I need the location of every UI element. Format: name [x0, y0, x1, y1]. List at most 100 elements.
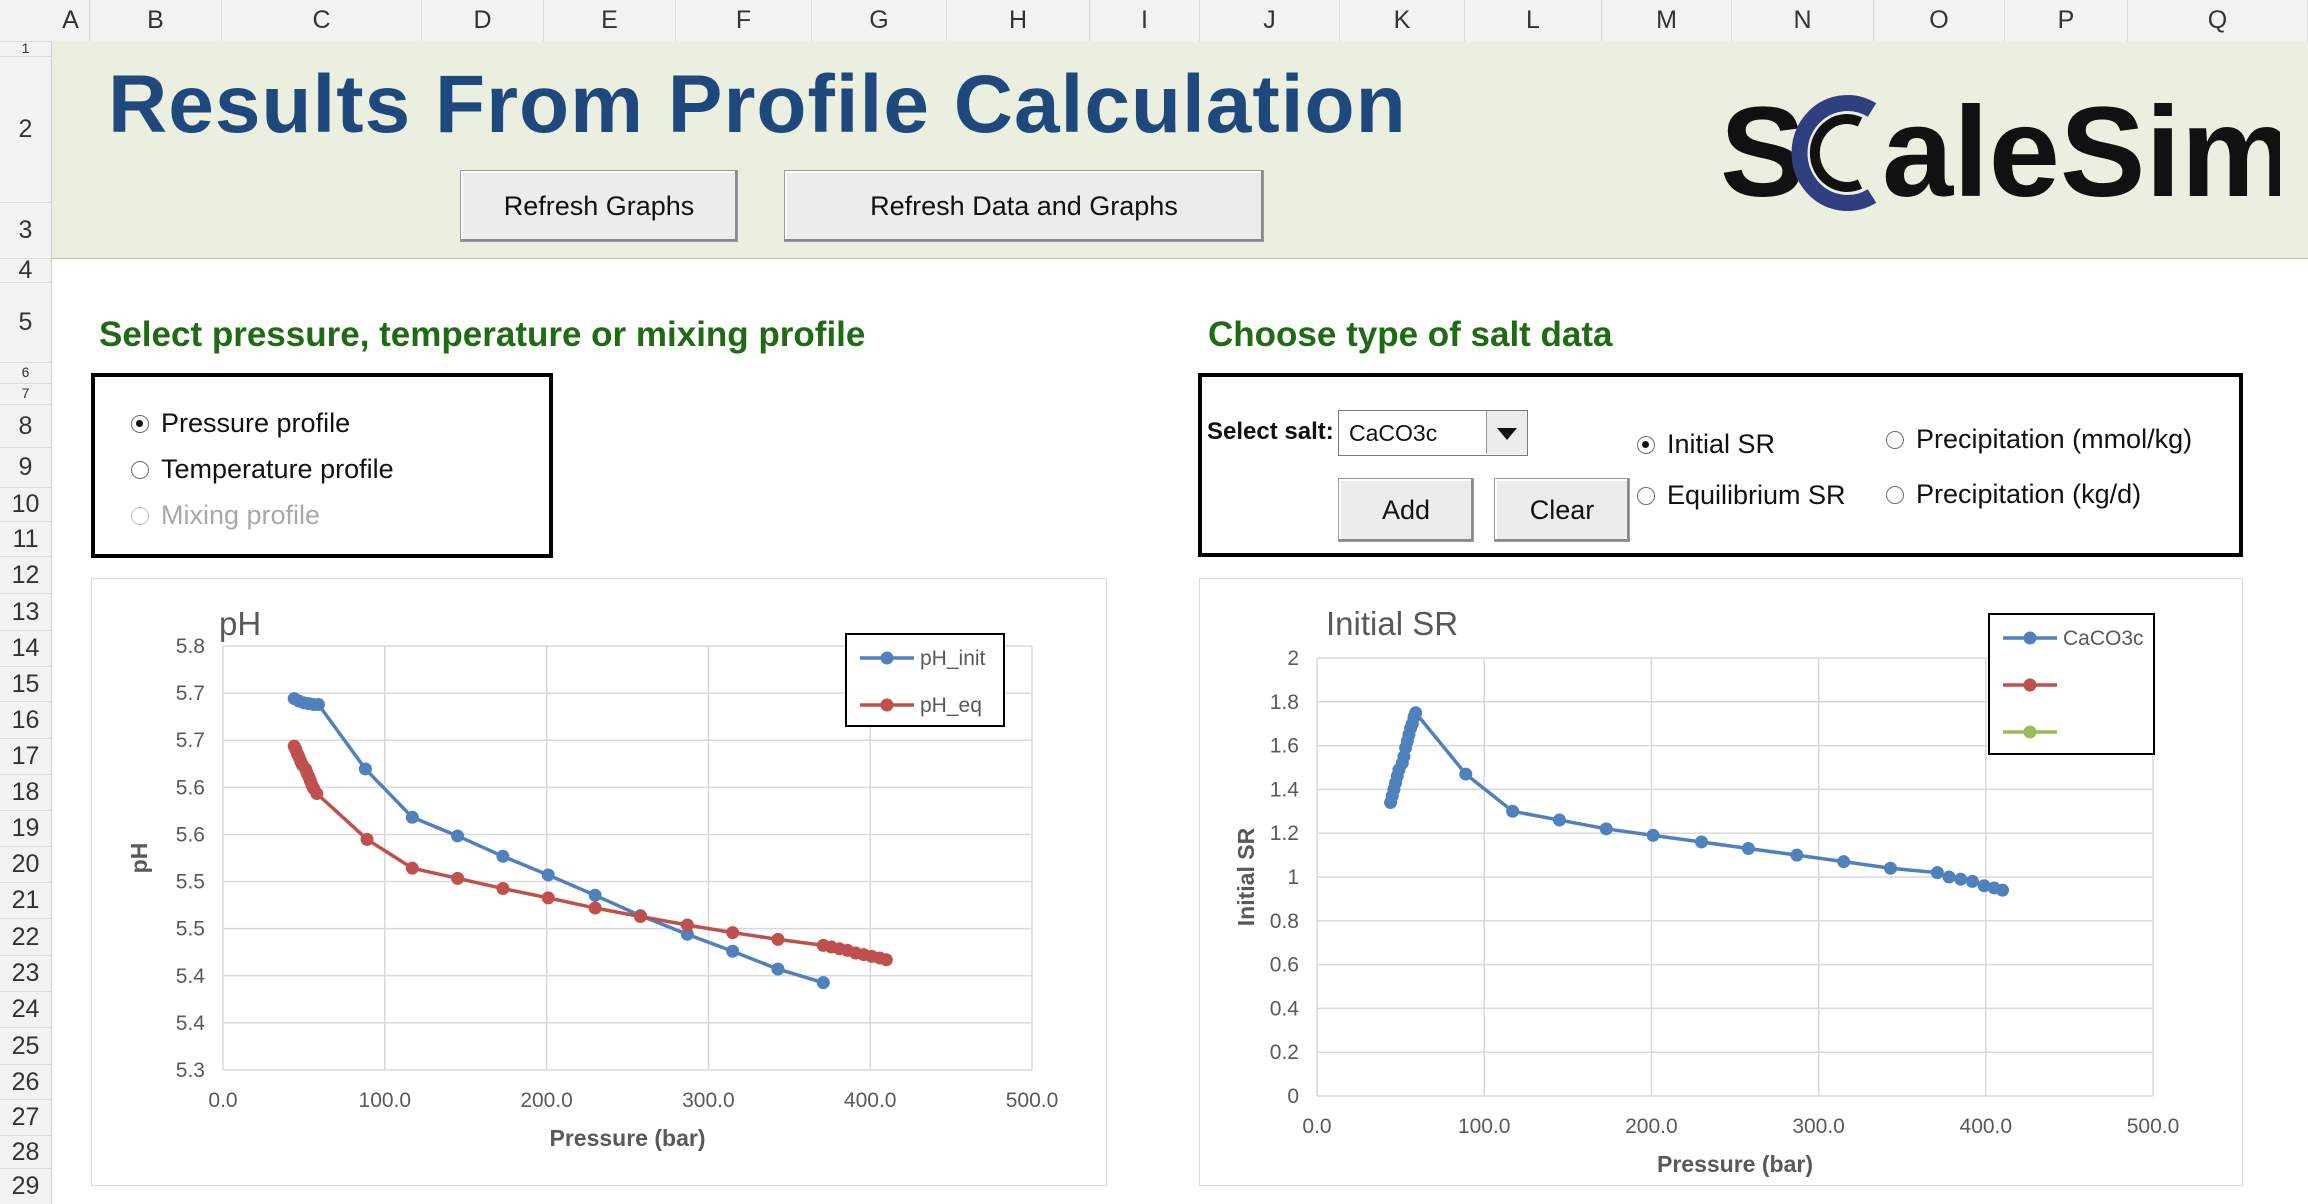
row-header-15[interactable]: 15	[11, 669, 40, 698]
legend-marker	[880, 651, 894, 665]
column-header-c[interactable]: C	[222, 0, 422, 41]
radio-button[interactable]	[131, 414, 149, 433]
x-axis-label: Pressure (bar)	[550, 1125, 706, 1151]
refresh-data-and-graphs-button[interactable]: Refresh Data and Graphs	[784, 170, 1264, 242]
data-point	[310, 787, 324, 801]
x-tick-label: 0.0	[1302, 1115, 1331, 1138]
row-header-23[interactable]: 23	[11, 959, 40, 987]
row-header-6[interactable]: 6	[21, 364, 30, 380]
row-header-26[interactable]: 26	[11, 1067, 40, 1096]
column-header-n[interactable]: N	[1732, 0, 1874, 41]
data-point	[1599, 822, 1613, 836]
data-point	[541, 891, 555, 905]
column-header-i[interactable]: I	[1090, 0, 1200, 41]
column-header-d[interactable]: D	[422, 0, 544, 41]
salt-select-dropdown[interactable]: CaCO3c	[1338, 410, 1528, 456]
column-header-f[interactable]: F	[676, 0, 812, 41]
row-header-24[interactable]: 24	[11, 995, 40, 1023]
precipitation-kgd-option[interactable]: Precipitation (kg/d)	[1886, 479, 2141, 510]
row-header-7[interactable]: 7	[21, 385, 30, 401]
x-axis-label: Pressure (bar)	[1657, 1151, 1813, 1177]
scalesim-logo: S aleSim	[1720, 81, 2280, 218]
row-divider	[0, 846, 51, 847]
row-divider	[0, 1168, 51, 1169]
radio-button[interactable]	[1886, 485, 1904, 504]
row-header-10[interactable]: 10	[11, 490, 40, 518]
row-header-3[interactable]: 3	[18, 216, 33, 244]
row-divider	[0, 701, 51, 702]
row-header-28[interactable]: 28	[11, 1137, 40, 1166]
ph-chart: 0.0 100.0 200.0 300.0 400.0 500.0 5.3 5.4 5.4 5.5…	[126, 605, 1058, 1151]
refresh-graphs-button[interactable]: Refresh Graphs	[460, 170, 738, 242]
column-header-h[interactable]: H	[947, 0, 1090, 41]
row-header-13[interactable]: 13	[11, 597, 40, 626]
y-axis-label: Initial SR	[1233, 827, 1259, 926]
precipitation-mmol-option[interactable]: Precipitation (mmol/kg)	[1886, 424, 2192, 455]
data-point	[496, 882, 510, 896]
row-header-27[interactable]: 27	[11, 1103, 40, 1131]
radio-button[interactable]	[1637, 486, 1655, 505]
row-divider	[0, 738, 51, 739]
salt-select-value: CaCO3c	[1349, 420, 1438, 446]
add-salt-button[interactable]: Add	[1338, 478, 1474, 542]
y-tick-label: 1	[1287, 866, 1299, 889]
row-header-25[interactable]: 25	[11, 1031, 40, 1060]
row-header-8[interactable]: 8	[18, 411, 33, 440]
x-tick-label: 300.0	[682, 1089, 735, 1112]
clear-salt-button[interactable]: Clear	[1494, 478, 1630, 542]
row-header-29[interactable]: 29	[11, 1172, 40, 1200]
column-header-b[interactable]: B	[90, 0, 222, 41]
temperature-profile-option[interactable]: Temperature profile	[131, 454, 394, 485]
row-header-9[interactable]: 9	[18, 453, 33, 481]
legend-box	[845, 633, 1005, 727]
row-header-18[interactable]: 18	[11, 778, 40, 806]
column-header-g[interactable]: G	[812, 0, 947, 41]
row-header-22[interactable]: 22	[11, 922, 40, 951]
row-header-20[interactable]: 20	[11, 850, 40, 878]
data-point	[496, 849, 510, 863]
row-divider	[0, 918, 51, 919]
row-header-12[interactable]: 12	[11, 560, 40, 589]
row-header-14[interactable]: 14	[11, 634, 40, 662]
data-point	[1954, 872, 1968, 886]
data-point	[311, 698, 325, 712]
initial-sr-option[interactable]: Initial SR	[1637, 429, 1775, 460]
column-header-p[interactable]: P	[2005, 0, 2128, 41]
radio-button[interactable]	[1886, 430, 1904, 449]
row-divider	[0, 1064, 51, 1065]
column-header-k[interactable]: K	[1340, 0, 1465, 41]
dropdown-button[interactable]	[1486, 411, 1527, 454]
row-divider	[0, 282, 51, 283]
equilibrium-sr-option[interactable]: Equilibrium SR	[1637, 480, 1846, 511]
row-header-19[interactable]: 19	[11, 814, 40, 842]
logo-letter-s: S	[1720, 81, 1805, 218]
column-header-q[interactable]: Q	[2128, 0, 2308, 41]
column-header-j[interactable]: J	[1200, 0, 1340, 41]
y-tick-label: 1.2	[1270, 822, 1299, 845]
row-header-2[interactable]: 2	[18, 115, 33, 143]
row-header-11[interactable]: 11	[12, 524, 39, 553]
radio-button[interactable]	[1637, 435, 1655, 454]
row-divider	[0, 810, 51, 811]
row-divider	[0, 882, 51, 883]
column-header-l[interactable]: L	[1465, 0, 1602, 41]
row-divider	[0, 955, 51, 956]
row-header-16[interactable]: 16	[11, 705, 40, 734]
row-header-1[interactable]: 1	[21, 41, 30, 56]
column-header-e[interactable]: E	[544, 0, 676, 41]
legend-marker	[880, 698, 894, 712]
profile-section-title: Select pressure, temperature or mixing p…	[99, 315, 866, 354]
row-header-5[interactable]: 5	[18, 308, 33, 336]
column-header-a[interactable]: A	[52, 0, 90, 41]
pressure-profile-option[interactable]: Pressure profile	[131, 408, 350, 439]
row-header-17[interactable]: 17	[11, 742, 40, 770]
row-header-4[interactable]: 4	[18, 258, 33, 282]
chevron-down-icon	[1497, 428, 1517, 440]
data-point	[771, 932, 785, 946]
column-header-m[interactable]: M	[1602, 0, 1732, 41]
radio-button[interactable]	[131, 460, 149, 479]
column-header-o[interactable]: O	[1874, 0, 2005, 41]
row-header-21[interactable]: 21	[11, 886, 40, 914]
radio-label: Mixing profile	[161, 500, 321, 530]
